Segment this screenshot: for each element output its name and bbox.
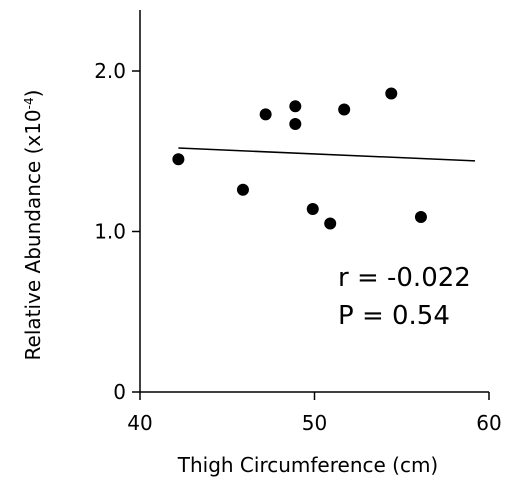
y-axis-ticks: 0 1.0 2.0 — [94, 59, 140, 404]
data-point — [289, 100, 302, 113]
data-point — [324, 217, 337, 230]
data-points — [172, 87, 427, 230]
x-axis-ticks: 40 50 60 — [127, 392, 502, 435]
x-axis-label: Thigh Circumference (cm) — [177, 453, 439, 477]
data-point — [259, 108, 272, 121]
plot-area: 0 1.0 2.0 40 50 60 — [94, 10, 502, 435]
y-axis-label-close: ) — [21, 90, 45, 98]
data-point — [306, 203, 319, 216]
data-point — [289, 117, 302, 130]
data-point — [414, 211, 427, 224]
y-tick-label: 2.0 — [94, 59, 126, 83]
y-tick-label: 0 — [113, 380, 126, 404]
y-axis-label-main: Relative Abundance (x10 — [21, 109, 45, 360]
x-tick-label: 40 — [127, 411, 152, 435]
data-point — [385, 87, 398, 100]
data-point — [338, 103, 351, 116]
data-point — [236, 183, 249, 196]
x-tick-label: 60 — [476, 411, 501, 435]
trendline — [178, 147, 476, 162]
y-axis-label: Relative Abundance (x10-4) — [21, 90, 45, 361]
x-tick-label: 50 — [302, 411, 327, 435]
data-point — [172, 153, 185, 166]
correlation-r-label: r = -0.022 — [338, 263, 471, 293]
y-axis-label-exponent: -4 — [22, 97, 36, 109]
y-tick-label: 1.0 — [94, 220, 126, 244]
correlation-p-label: P = 0.54 — [338, 301, 450, 331]
